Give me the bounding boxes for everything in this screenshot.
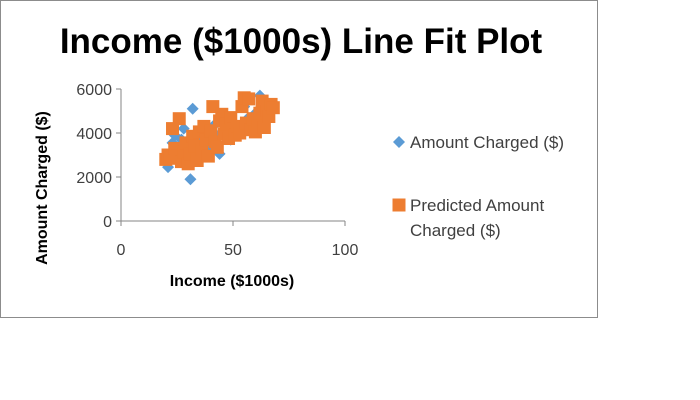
- y-tick-label: 6000: [76, 82, 112, 99]
- legend-marker-amount-charged: [393, 136, 405, 148]
- y-tick-label: 4000: [76, 126, 112, 143]
- legend-marker-predicted-amount-charged: [392, 198, 406, 212]
- data-point-predicted-amount-charged: [166, 122, 180, 136]
- data-point-predicted-amount-charged: [242, 92, 256, 106]
- x-tick-label: 50: [224, 242, 242, 259]
- data-point-amount-charged: [184, 173, 197, 186]
- data-point-predicted-amount-charged: [172, 112, 186, 126]
- data-point-predicted-amount-charged: [257, 121, 271, 134]
- y-tick-label: 2000: [76, 170, 112, 187]
- legend: Amount Charged ($) Predicted Amount Charge…: [392, 133, 564, 240]
- x-tick-label: 100: [332, 242, 359, 259]
- data-point-predicted-amount-charged: [190, 154, 204, 167]
- chart-svg: Income ($1000s) Line Fit Plot 0 2000 4000 6…: [34, 22, 564, 290]
- chart-title: Income ($1000s) Line Fit Plot: [60, 22, 543, 61]
- data-point-amount-charged: [177, 122, 190, 135]
- data-point-predicted-amount-charged: [210, 140, 224, 154]
- y-tick-label: 0: [103, 214, 112, 231]
- data-point-predicted-amount-charged: [204, 124, 218, 138]
- data-point-predicted-amount-charged: [266, 101, 280, 115]
- x-tick-label: 0: [117, 242, 126, 259]
- series-1: [159, 91, 280, 171]
- data-point-predicted-amount-charged: [233, 126, 247, 140]
- chart-area: Income ($1000s) Line Fit Plot 0 2000 4000 6…: [0, 0, 598, 318]
- legend-label-series-1: Predicted Amount Charged ($): [410, 196, 544, 240]
- data-point-amount-charged: [186, 102, 199, 115]
- y-axis-title: Amount Charged ($): [34, 111, 51, 265]
- x-axis-title: Income ($1000s): [170, 273, 295, 290]
- legend-label-series-0: Amount Charged ($): [410, 133, 564, 152]
- plot-area: 0 2000 4000 6000 0 50 100: [76, 82, 358, 259]
